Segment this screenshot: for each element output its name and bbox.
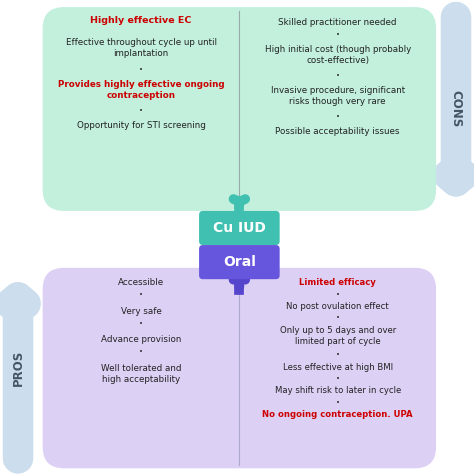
Text: Cu IUD: Cu IUD: [213, 221, 266, 235]
Text: Accessible: Accessible: [118, 278, 164, 287]
Text: Provides highly effective ongoing
contraception: Provides highly effective ongoing contra…: [58, 80, 224, 100]
Text: •: •: [336, 114, 340, 120]
Text: PROS: PROS: [11, 350, 25, 386]
Text: Skilled practitioner needed: Skilled practitioner needed: [279, 18, 397, 27]
Text: Advance provision: Advance provision: [101, 335, 181, 344]
Text: •: •: [139, 349, 143, 356]
Text: •: •: [336, 315, 340, 321]
Text: Only up to 5 days and over
limited part of cycle: Only up to 5 days and over limited part …: [280, 326, 396, 346]
Text: Limited efficacy: Limited efficacy: [300, 278, 376, 287]
Text: Oral: Oral: [223, 255, 256, 269]
Text: •: •: [139, 292, 143, 299]
Text: No post ovulation effect: No post ovulation effect: [286, 302, 389, 311]
Text: High initial cost (though probably
cost-effective): High initial cost (though probably cost-…: [264, 45, 411, 64]
Text: •: •: [139, 321, 143, 327]
Text: May shift risk to later in cycle: May shift risk to later in cycle: [274, 386, 401, 395]
Text: Very safe: Very safe: [121, 307, 161, 316]
Text: •: •: [139, 108, 143, 114]
Text: Possible acceptability issues: Possible acceptability issues: [275, 127, 400, 136]
FancyBboxPatch shape: [43, 268, 436, 468]
Text: •: •: [336, 400, 340, 406]
FancyBboxPatch shape: [199, 211, 280, 245]
Text: •: •: [336, 73, 340, 79]
Text: •: •: [139, 67, 143, 73]
Text: •: •: [336, 292, 340, 298]
Text: Effective throughout cycle up until
implantation: Effective throughout cycle up until impl…: [65, 38, 217, 58]
Text: No ongoing contraception. UPA: No ongoing contraception. UPA: [263, 410, 413, 419]
Text: Invasive procedure, significant
risks though very rare: Invasive procedure, significant risks th…: [271, 86, 405, 106]
Text: CONS: CONS: [449, 91, 463, 128]
Text: •: •: [336, 32, 340, 38]
Text: Opportunity for STI screening: Opportunity for STI screening: [77, 121, 205, 130]
Text: •: •: [336, 376, 340, 382]
Text: Highly effective EC: Highly effective EC: [91, 16, 191, 25]
Text: Less effective at high BMI: Less effective at high BMI: [283, 363, 393, 372]
Text: •: •: [336, 352, 340, 358]
FancyBboxPatch shape: [199, 245, 280, 279]
Text: Well tolerated and
high acceptability: Well tolerated and high acceptability: [101, 364, 181, 383]
FancyBboxPatch shape: [43, 7, 436, 211]
